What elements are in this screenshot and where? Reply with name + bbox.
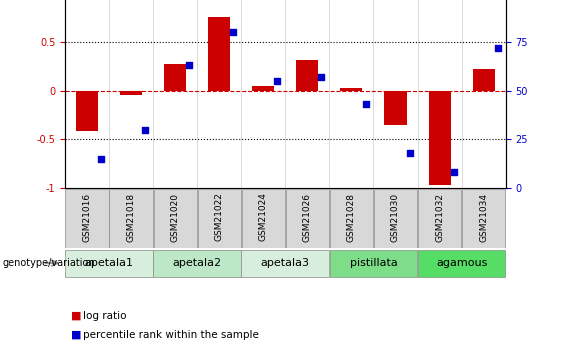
Bar	[296, 60, 318, 90]
Point	[185, 62, 194, 68]
Text: ■: ■	[71, 311, 81, 321]
Text: GSM21018: GSM21018	[127, 193, 136, 242]
FancyBboxPatch shape	[418, 189, 461, 248]
Text: percentile rank within the sample: percentile rank within the sample	[83, 330, 259, 339]
Text: GSM21016: GSM21016	[82, 193, 92, 242]
Text: GSM21028: GSM21028	[347, 193, 356, 242]
Bar	[120, 90, 142, 96]
FancyBboxPatch shape	[329, 250, 418, 277]
FancyBboxPatch shape	[198, 189, 241, 248]
Point	[493, 45, 502, 50]
Bar	[428, 90, 451, 185]
FancyBboxPatch shape	[241, 250, 329, 277]
FancyBboxPatch shape	[66, 189, 108, 248]
FancyBboxPatch shape	[153, 250, 241, 277]
FancyBboxPatch shape	[462, 189, 505, 248]
FancyBboxPatch shape	[242, 189, 285, 248]
Bar	[76, 90, 98, 131]
Point	[141, 127, 150, 132]
FancyBboxPatch shape	[374, 189, 417, 248]
Point	[449, 170, 458, 175]
Point	[273, 78, 282, 83]
Text: GSM21024: GSM21024	[259, 193, 268, 242]
FancyBboxPatch shape	[65, 250, 153, 277]
Bar	[340, 88, 363, 90]
Text: GSM21022: GSM21022	[215, 193, 224, 242]
Text: GSM21032: GSM21032	[435, 193, 444, 242]
FancyBboxPatch shape	[110, 189, 153, 248]
Text: apetala1: apetala1	[85, 258, 133, 268]
FancyBboxPatch shape	[154, 189, 197, 248]
Bar	[252, 86, 275, 90]
Point	[361, 101, 370, 107]
Text: agamous: agamous	[436, 258, 487, 268]
Point	[317, 74, 326, 80]
FancyBboxPatch shape	[286, 189, 329, 248]
Text: GSM21020: GSM21020	[171, 193, 180, 242]
Bar	[472, 69, 494, 90]
Text: apetala2: apetala2	[173, 258, 221, 268]
Bar	[208, 18, 231, 90]
Bar	[384, 90, 406, 125]
Point	[405, 150, 414, 156]
Text: genotype/variation: genotype/variation	[3, 258, 95, 268]
FancyBboxPatch shape	[330, 189, 373, 248]
Text: pistillata: pistillata	[350, 258, 397, 268]
Text: log ratio: log ratio	[83, 311, 127, 321]
Text: GSM21034: GSM21034	[479, 193, 488, 242]
Point	[97, 156, 106, 161]
Text: ■: ■	[71, 330, 81, 339]
Bar	[164, 64, 186, 90]
Text: GSM21026: GSM21026	[303, 193, 312, 242]
FancyBboxPatch shape	[418, 250, 506, 277]
Text: apetala3: apetala3	[261, 258, 310, 268]
Text: GSM21030: GSM21030	[391, 193, 400, 242]
Point	[229, 29, 238, 35]
